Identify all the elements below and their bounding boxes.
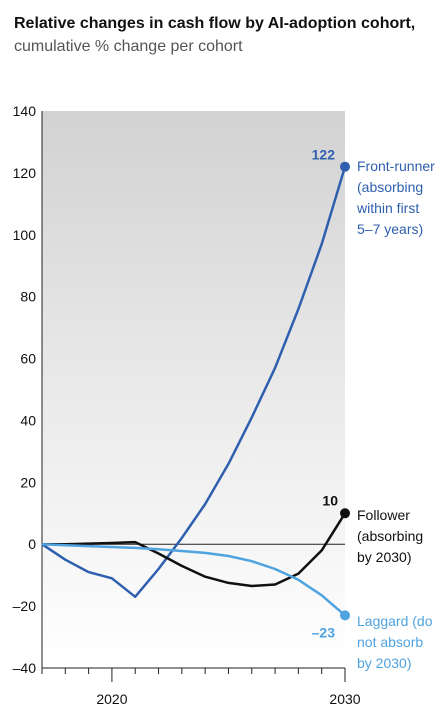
series-label-line: Front-runner — [357, 158, 435, 174]
y-tick-label: –20 — [13, 598, 37, 614]
series-label-line: (absorbing — [357, 179, 423, 195]
series-labels-group: 122 Front-runner (absorbing within first 5–7… — [312, 147, 436, 671]
y-tick-label: 20 — [20, 474, 36, 490]
y-tick-label: 140 — [13, 103, 37, 119]
y-tick-label: 120 — [13, 165, 37, 181]
y-tick-label: 60 — [20, 351, 36, 367]
x-tick-label: 2030 — [329, 691, 360, 707]
y-tick-label: –40 — [13, 660, 37, 676]
series-label-line: by 2030) — [357, 549, 411, 565]
series-line-laggard — [41, 542, 346, 617]
chart-subtitle: cumulative % change per cohort — [14, 38, 243, 55]
plot-background — [42, 111, 345, 668]
series-label-line: Laggard (do — [357, 613, 433, 629]
y-tick-label: 0 — [28, 536, 36, 552]
series-label-laggard: Laggard (do not absorb by 2030) — [357, 613, 433, 671]
series-label-line: 5–7 years) — [357, 221, 423, 237]
axes-group: 140 120 100 80 60 40 20 0 –20 –40 2020 2030 — [13, 103, 361, 707]
series-label-line: not absorb — [357, 634, 423, 650]
end-value-label-follower: 10 — [322, 492, 338, 508]
series-label-line: within first — [356, 200, 419, 216]
series-line-front_runner — [41, 166, 347, 599]
series-lines-group — [41, 161, 350, 621]
series-label-follower: Follower (absorbing by 2030) — [357, 507, 423, 565]
end-point-follower — [340, 508, 350, 519]
chart-title-main: Relative changes in cash flow by AI-adop… — [14, 15, 416, 32]
end-point-front_runner — [340, 161, 350, 172]
series-label-line: (absorbing — [357, 528, 423, 544]
series-label-line: Follower — [357, 507, 410, 523]
series-line-follower — [42, 512, 347, 588]
y-tick-label: 100 — [13, 227, 37, 243]
y-tick-label: 80 — [20, 289, 36, 305]
end-point-laggard — [340, 610, 350, 621]
y-tick-label: 40 — [20, 412, 36, 428]
end-value-label-front_runner: 122 — [312, 147, 336, 163]
x-tick-label: 2020 — [96, 691, 127, 707]
chart-title: Relative changes in cash flow by AI-adop… — [14, 12, 434, 58]
series-label-line: by 2030) — [357, 655, 411, 671]
end-value-label-laggard: –23 — [312, 624, 336, 640]
series-label-front_runner: Front-runner (absorbing within first 5–7 ye… — [356, 158, 435, 237]
